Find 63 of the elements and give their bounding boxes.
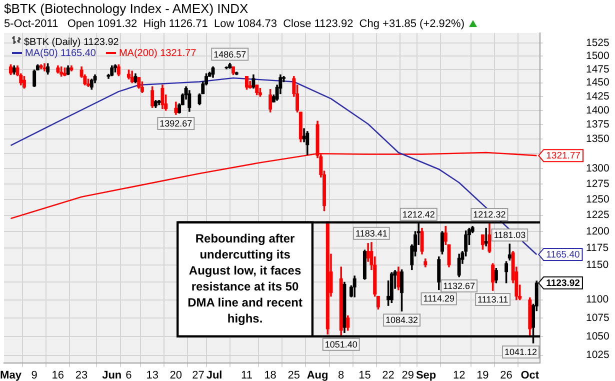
x-tick-label: 18: [264, 370, 276, 381]
y-tick-label: 1275: [586, 178, 610, 190]
x-tick-label: Oct: [520, 370, 540, 381]
y-tick-label: 1250: [586, 193, 610, 206]
x-tick-label: 16: [52, 370, 64, 381]
annotation: 1181.03: [494, 230, 526, 240]
y-tick-label: 1025: [586, 349, 610, 362]
annotation: 1041.12: [504, 347, 538, 358]
x-tick-label: Jun: [102, 370, 122, 381]
annotation: 1321.77: [546, 150, 580, 162]
annotation: 1486.57: [214, 49, 246, 60]
y-tick-label: 1175: [586, 242, 609, 254]
x-tick-label: 15: [358, 370, 371, 381]
x-tick-label: 19: [476, 370, 489, 381]
y-tick-label: 1225: [586, 209, 610, 222]
y-tick-label: 1500: [586, 50, 610, 62]
legend-label: MA(200) 1321.77: [118, 48, 196, 59]
y-tick-label: 1100: [586, 294, 609, 306]
annotation: 1051.40: [324, 339, 358, 350]
y-tick-label: 1050: [586, 330, 610, 342]
x-tick-label: Aug: [306, 370, 328, 381]
x-tick-label: 13: [146, 370, 158, 381]
x-tick-label: 9: [31, 370, 38, 381]
x-tick-label: May: [0, 370, 22, 381]
legend-label: MA(50) 1165.40: [25, 48, 96, 59]
x-tick-label: 11: [241, 370, 252, 381]
chart-title: $BTK (Biotechnology Index - AMEX) INDX: [4, 1, 248, 16]
x-tick-label: 6: [126, 370, 132, 381]
x-tick-label: 12: [452, 370, 466, 381]
annotation: 1114.29: [423, 294, 454, 304]
x-tick-label: 22: [382, 370, 394, 381]
annotation: 1165.40: [546, 250, 580, 261]
x-tick-label: 29: [402, 370, 414, 381]
annotation: 1183.41: [356, 228, 388, 238]
x-tick-label: 23: [75, 370, 88, 381]
x-tick-label: 27: [192, 370, 204, 381]
y-tick-label: 1150: [586, 258, 609, 271]
annotation: 1132.67: [443, 280, 476, 291]
y-tick-label: 1525: [586, 37, 610, 50]
x-tick-label: 26: [500, 370, 512, 381]
y-tick-label: 1400: [586, 104, 610, 116]
y-tick-label: 1075: [586, 312, 610, 324]
y-tick-label: 1450: [586, 76, 610, 89]
x-tick-label: Sep: [416, 370, 436, 381]
annotation: 1123.92: [546, 278, 580, 290]
annotation: 1113.11: [478, 294, 508, 305]
y-tick-label: 1375: [586, 118, 610, 130]
annotation: 1392.67: [160, 118, 192, 129]
x-tick-label: 25: [288, 370, 300, 381]
y-tick-label: 1475: [586, 63, 610, 76]
y-tick-label: 1350: [586, 132, 610, 145]
chart-subtitle: 5-Oct-2011 Open 1091.32 High 1126.71 Low 1084.73 Close 1123.92 Chg +31.85 (+2.92%): [4, 18, 464, 30]
annotation: 1212.42: [402, 209, 435, 220]
x-tick-label: 8: [338, 370, 344, 381]
annotation: 1084.32: [386, 315, 418, 326]
annotation: Rebounding after undercutting its August low, it faces resistance at its 50 DMA line and recent highs.: [188, 232, 302, 326]
y-tick-label: 1425: [586, 90, 610, 102]
x-tick-label: 20: [170, 370, 182, 381]
legend-label: $BTK (Daily) 1123.92: [24, 37, 119, 48]
annotation: 1212.32: [473, 209, 506, 220]
y-tick-label: 1200: [586, 225, 610, 238]
x-tick-label: Jul: [206, 370, 222, 381]
y-tick-label: 1300: [586, 162, 610, 175]
